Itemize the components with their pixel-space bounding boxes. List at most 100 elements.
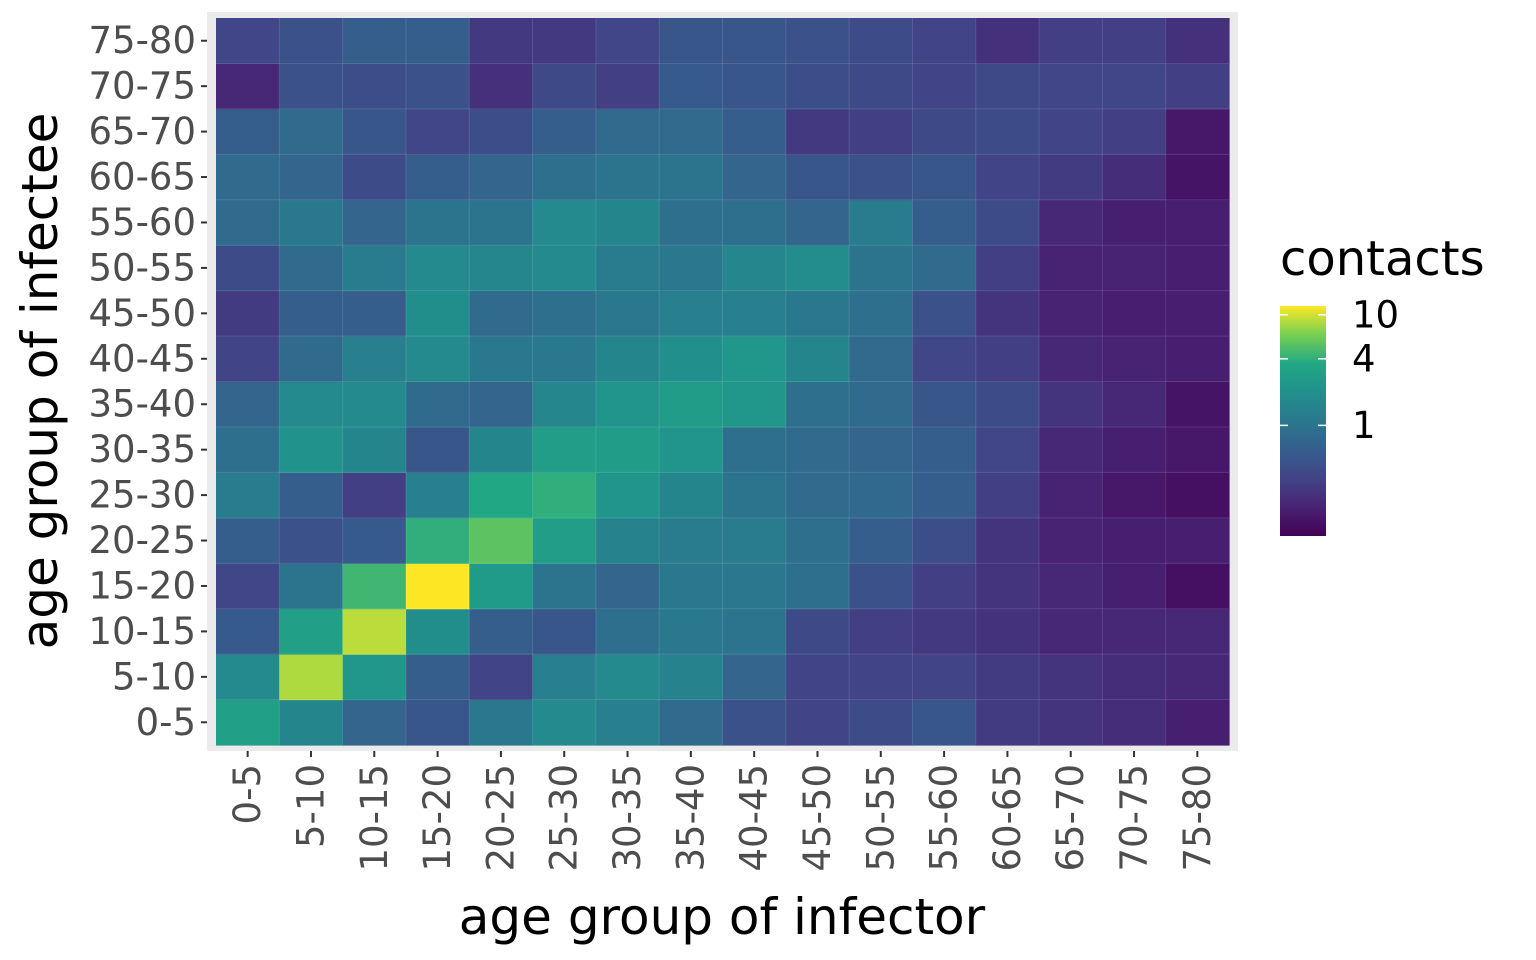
- heatmap-cell: [342, 154, 407, 201]
- heatmap-cell: [785, 63, 850, 110]
- heatmap-cell: [1102, 290, 1167, 337]
- heatmap-cell: [342, 699, 407, 746]
- heatmap-cell: [912, 426, 977, 473]
- y-tick-label: 45-50: [88, 292, 196, 335]
- heatmap-cell: [785, 517, 850, 564]
- heatmap-cell: [659, 608, 724, 655]
- heatmap-cell: [216, 336, 280, 383]
- heatmap-cell: [216, 199, 280, 246]
- heatmap-cell: [405, 245, 470, 292]
- y-tick-label: 55-60: [88, 201, 196, 244]
- heatmap-cell: [1039, 699, 1103, 746]
- heatmap-cell: [975, 563, 1040, 610]
- heatmap-cell: [595, 654, 660, 701]
- heatmap-cell: [1165, 199, 1230, 246]
- heatmap-cell: [469, 108, 534, 155]
- heatmap-cell: [659, 517, 724, 564]
- heatmap-cell: [722, 608, 787, 655]
- heatmap-cell: [722, 154, 787, 201]
- heatmap-cell: [532, 18, 597, 65]
- heatmap-cell: [532, 608, 597, 655]
- heatmap-cell: [1165, 245, 1230, 292]
- y-axis-ticks: 0-55-1010-1515-2020-2525-3030-3535-4040-…: [88, 19, 207, 744]
- heatmap-cell: [659, 63, 724, 110]
- heatmap-cell: [975, 290, 1040, 337]
- heatmap-cell: [1039, 563, 1103, 610]
- heatmap-cell: [722, 517, 787, 564]
- heatmap-cell: [532, 199, 597, 246]
- x-tick-label: 15-20: [416, 764, 459, 872]
- heatmap-cell: [1165, 654, 1230, 701]
- heatmap-cell: [532, 472, 597, 519]
- heatmap-cell: [975, 381, 1040, 428]
- heatmap-cell: [279, 381, 344, 428]
- heatmap-cell: [216, 654, 280, 701]
- heatmap-cell: [975, 108, 1040, 155]
- heatmap-cell: [1102, 336, 1167, 383]
- x-tick-label: 0-5: [226, 764, 269, 824]
- y-tick-label: 70-75: [88, 65, 196, 108]
- heatmap-cell: [532, 563, 597, 610]
- heatmap-cell: [342, 517, 407, 564]
- heatmap-cell: [532, 699, 597, 746]
- heatmap-cell: [659, 381, 724, 428]
- heatmap-cell: [849, 199, 914, 246]
- heatmap-cell: [785, 426, 850, 473]
- heatmap-cell: [216, 563, 280, 610]
- heatmap-cell: [279, 699, 344, 746]
- heatmap-cell: [722, 563, 787, 610]
- x-tick-label: 20-25: [479, 764, 522, 872]
- heatmap-cell: [469, 654, 534, 701]
- heatmap-cell: [342, 381, 407, 428]
- heatmap-cell: [342, 608, 407, 655]
- heatmap-cell: [405, 608, 470, 655]
- heatmap-cell: [216, 63, 280, 110]
- heatmap-cell: [785, 654, 850, 701]
- heatmap-cell: [595, 108, 660, 155]
- y-tick-label: 35-40: [88, 383, 196, 426]
- heatmap-cell: [216, 472, 280, 519]
- heatmap-cell: [595, 199, 660, 246]
- heatmap-cell: [1102, 381, 1167, 428]
- heatmap-cell: [975, 154, 1040, 201]
- heatmap-cell: [785, 608, 850, 655]
- heatmap-cell: [975, 245, 1040, 292]
- y-axis-title: age group of infectee: [11, 113, 69, 650]
- legend-title: contacts: [1280, 231, 1485, 287]
- heatmap-cell: [216, 699, 280, 746]
- x-tick-label: 5-10: [289, 764, 332, 848]
- x-tick-label: 60-65: [986, 764, 1029, 872]
- heatmap-cell: [1039, 199, 1103, 246]
- heatmap-cell: [279, 63, 344, 110]
- heatmap-cell: [1039, 654, 1103, 701]
- heatmap-cell: [785, 290, 850, 337]
- heatmap-cell: [659, 472, 724, 519]
- heatmap-cell: [1039, 63, 1103, 110]
- heatmap-cell: [405, 199, 470, 246]
- heatmap-cell: [532, 63, 597, 110]
- heatmap-cell: [659, 199, 724, 246]
- legend-ticks: 1 410: [1280, 293, 1399, 447]
- heatmap-cell: [342, 290, 407, 337]
- heatmap-cell: [849, 245, 914, 292]
- heatmap-cell: [912, 381, 977, 428]
- heatmap-cell: [849, 154, 914, 201]
- heatmap-cell: [1102, 199, 1167, 246]
- heatmap-cell: [1102, 699, 1167, 746]
- heatmap-cell: [279, 336, 344, 383]
- heatmap-cell: [595, 472, 660, 519]
- heatmap-cell: [849, 336, 914, 383]
- heatmap-cell: [1102, 18, 1167, 65]
- heatmap-cell: [342, 199, 407, 246]
- x-tick-label: 75-80: [1176, 764, 1219, 872]
- y-tick-label: 0-5: [136, 701, 196, 744]
- heatmap-cell: [1165, 517, 1230, 564]
- heatmap-cell: [595, 18, 660, 65]
- heatmap-cell: [912, 336, 977, 383]
- heatmap-cell: [469, 336, 534, 383]
- heatmap-cell: [722, 426, 787, 473]
- heatmap-cell: [532, 381, 597, 428]
- heatmap-cell: [785, 472, 850, 519]
- y-tick-label: 65-70: [88, 110, 196, 153]
